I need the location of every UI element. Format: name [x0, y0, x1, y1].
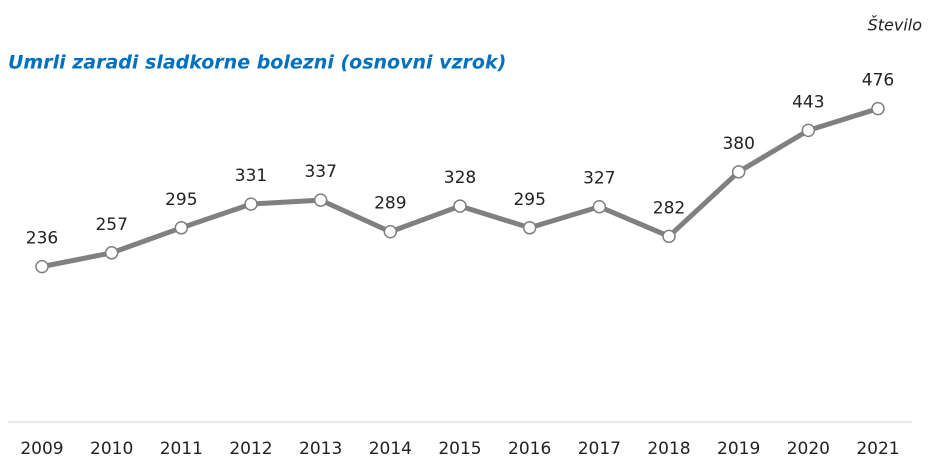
x-tick-label: 2016 — [508, 439, 551, 459]
data-point — [592, 199, 607, 214]
x-tick-label: 2010 — [90, 439, 133, 459]
data-label: 328 — [444, 168, 476, 188]
unit-label: Število — [868, 16, 923, 35]
data-label: 380 — [722, 134, 754, 154]
x-tick-label: 2011 — [160, 439, 203, 459]
data-label: 236 — [26, 229, 58, 249]
data-label: 337 — [304, 162, 336, 182]
data-label: 282 — [653, 198, 685, 218]
x-tick-label: 2020 — [787, 439, 830, 459]
data-point — [522, 221, 537, 235]
x-tick-label: 2013 — [299, 439, 342, 459]
x-tick-label: 2018 — [647, 439, 690, 459]
x-tick-label: 2014 — [369, 439, 412, 459]
data-point — [383, 224, 398, 239]
data-label: 257 — [95, 215, 127, 235]
chart-title: Umrli zaradi sladkorne bolezni (osnovni … — [8, 52, 506, 74]
data-point — [662, 229, 676, 244]
data-label: 289 — [374, 194, 406, 214]
x-tick-label: 2012 — [229, 439, 272, 459]
data-point — [313, 193, 328, 207]
data-label: 476 — [862, 71, 894, 91]
data-point — [244, 197, 258, 211]
data-label: 331 — [235, 166, 267, 186]
x-tick-label: 2021 — [856, 439, 899, 459]
data-label: 327 — [583, 169, 615, 189]
data-point — [731, 165, 746, 179]
data-point — [871, 101, 885, 116]
data-label: 295 — [513, 190, 545, 210]
x-tick-label: 2017 — [578, 439, 621, 459]
data-label: 295 — [165, 190, 197, 210]
data-point — [801, 123, 816, 138]
data-point — [174, 221, 189, 235]
x-tick-label: 2015 — [438, 439, 481, 459]
data-point — [104, 246, 119, 260]
x-tick-label: 2019 — [717, 439, 760, 459]
data-point — [35, 259, 49, 274]
data-label: 443 — [792, 92, 824, 112]
data-point — [453, 199, 467, 213]
x-tick-label: 2009 — [20, 439, 63, 459]
